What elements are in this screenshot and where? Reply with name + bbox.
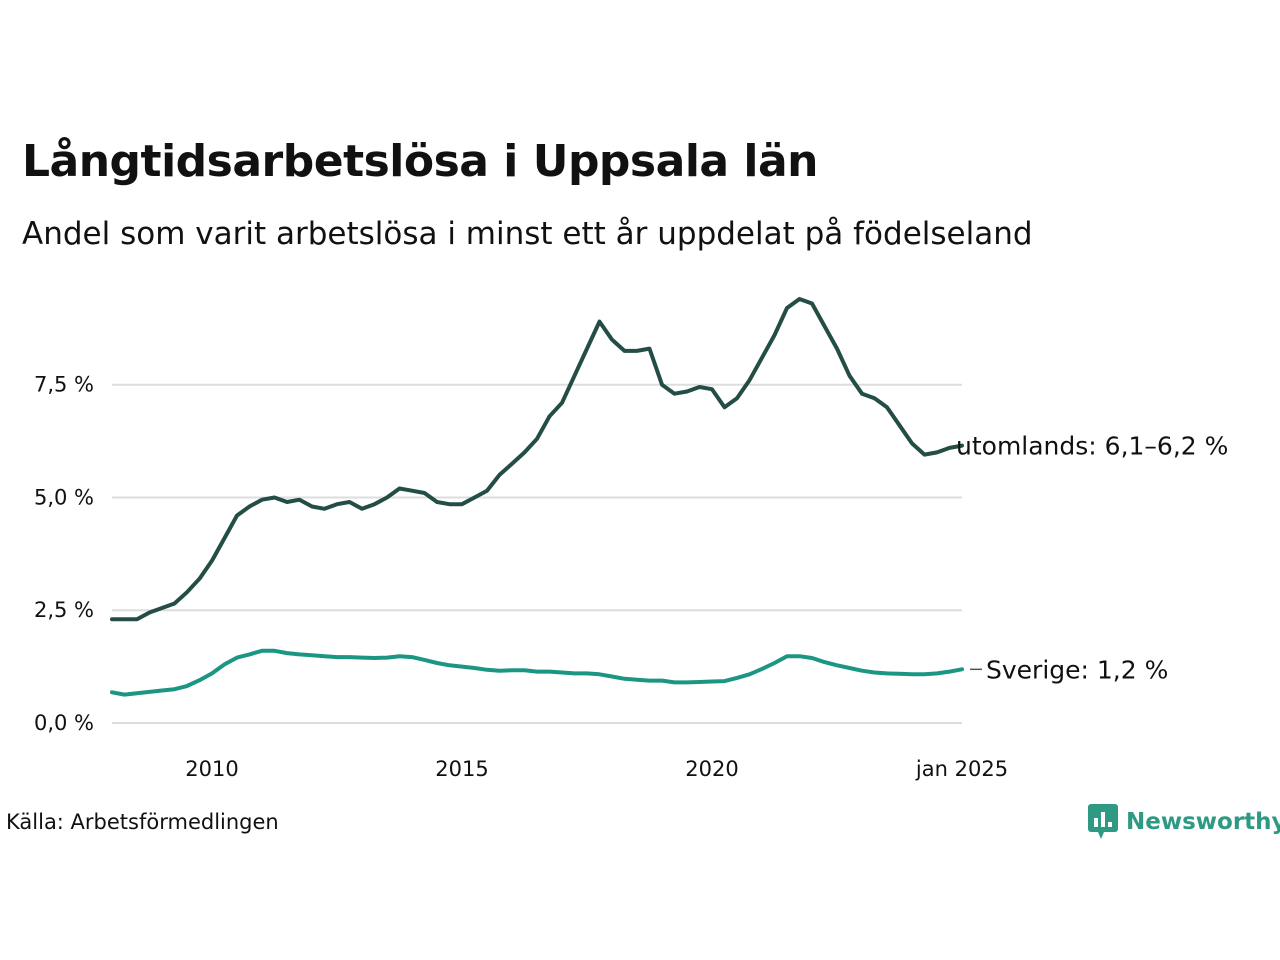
newsworthy-logo-icon bbox=[1088, 804, 1118, 839]
series-end-label: Sverige: 1,2 % bbox=[986, 655, 1168, 684]
series-line-1 bbox=[110, 648, 964, 697]
chart-subtitle: Andel som varit arbetslösa i minst ett å… bbox=[22, 216, 1033, 252]
x-tick-label: jan 2025 bbox=[915, 757, 1008, 781]
chart-title: Långtidsarbetslösa i Uppsala län bbox=[22, 136, 819, 187]
x-tick-label: 2015 bbox=[435, 757, 488, 781]
series-end-label: utomlands: 6,1–6,2 % bbox=[956, 432, 1228, 461]
y-tick-label: 0,0 % bbox=[34, 711, 94, 735]
series-line-0 bbox=[110, 297, 964, 622]
y-tick-label: 2,5 % bbox=[34, 598, 94, 622]
source-note: Källa: Arbetsförmedlingen bbox=[6, 810, 279, 834]
x-tick-label: 2010 bbox=[185, 757, 238, 781]
brand-name: Newsworthy bbox=[1126, 809, 1280, 835]
y-tick-label: 5,0 % bbox=[34, 485, 94, 509]
y-tick-label: 7,5 % bbox=[34, 373, 94, 397]
x-tick-label: 2020 bbox=[685, 757, 738, 781]
brand-logo: Newsworthy bbox=[1088, 804, 1280, 840]
